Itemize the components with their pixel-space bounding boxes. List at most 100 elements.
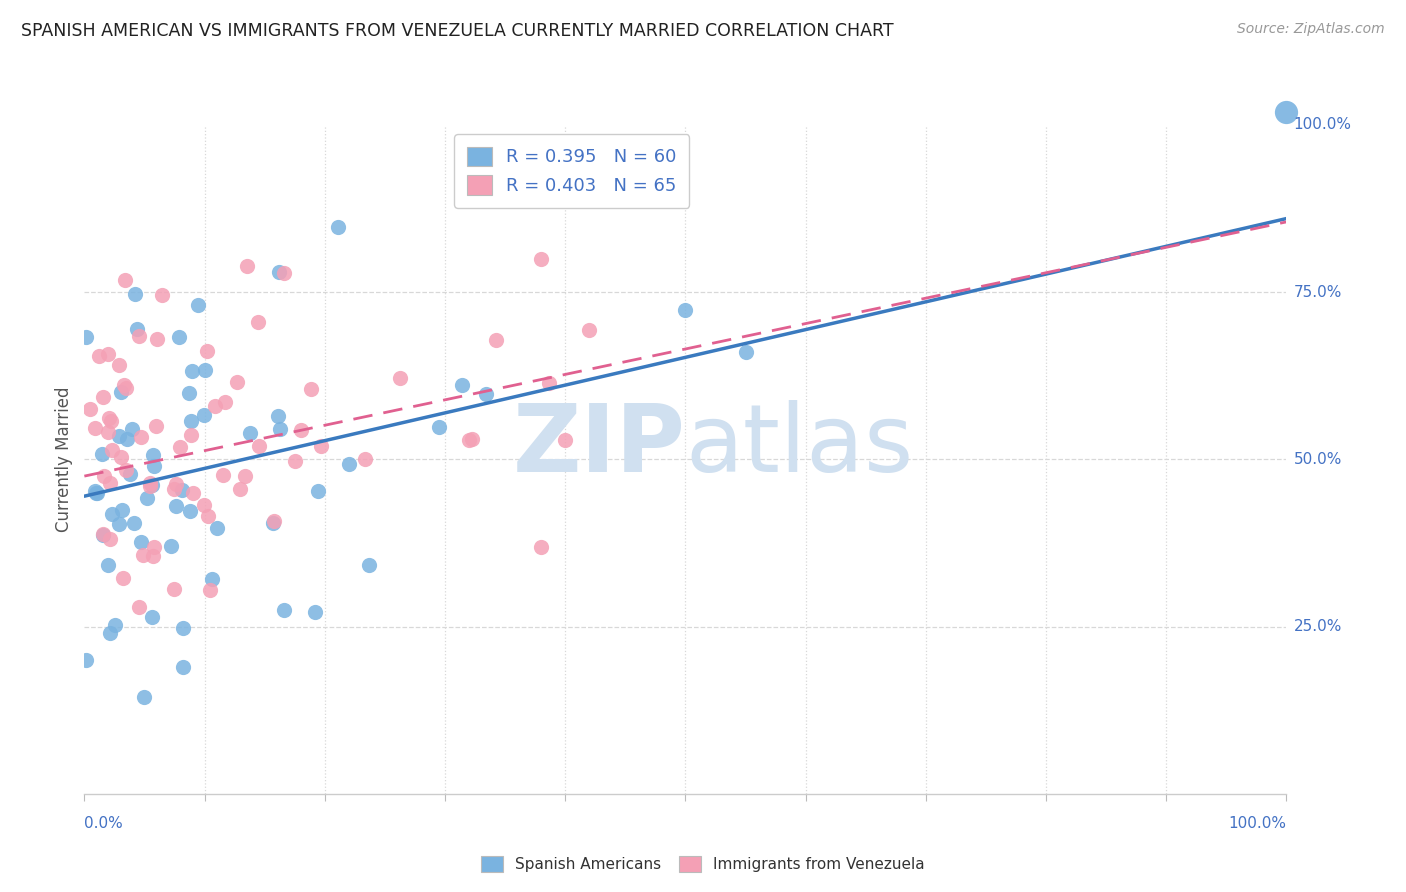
Point: [180, 414, 202, 428]
Point: [97, 425, 120, 439]
Point: [141, 477, 163, 491]
Point: [193, 409, 215, 423]
Point: [193, 498, 215, 512]
Point: [100, 415, 122, 429]
Point: [283, 453, 305, 467]
Point: [129, 534, 152, 549]
Point: [475, 387, 498, 401]
Text: 100.0%: 100.0%: [1294, 118, 1351, 132]
Point: [262, 516, 284, 530]
Point: [269, 265, 291, 279]
Point: [114, 463, 136, 477]
Point: [353, 451, 375, 466]
Point: [132, 548, 155, 562]
Point: [107, 429, 129, 443]
Text: 75.0%: 75.0%: [1294, 285, 1341, 300]
Point: [115, 432, 138, 446]
Point: [98, 533, 121, 547]
Point: [357, 558, 380, 572]
Point: [97, 558, 120, 572]
Point: [205, 520, 228, 534]
Point: [194, 363, 217, 377]
Text: 0.0%: 0.0%: [84, 816, 124, 831]
Point: [214, 394, 236, 409]
Point: [179, 386, 201, 401]
Point: [307, 484, 329, 499]
Point: [197, 509, 219, 524]
Point: [128, 600, 150, 615]
Point: [201, 573, 224, 587]
Point: [100, 442, 122, 457]
Point: [538, 376, 561, 390]
Point: [115, 381, 138, 395]
Point: [461, 432, 484, 446]
Point: [273, 603, 295, 617]
Point: [485, 333, 508, 347]
Point: [138, 476, 160, 491]
Text: atlas: atlas: [686, 400, 914, 492]
Point: [263, 514, 285, 528]
Point: [145, 419, 167, 434]
Point: [211, 467, 233, 482]
Point: [225, 375, 247, 389]
Point: [143, 458, 166, 473]
Point: [112, 378, 135, 392]
Point: [160, 539, 183, 553]
Text: Source: ZipAtlas.com: Source: ZipAtlas.com: [1237, 22, 1385, 37]
Point: [530, 252, 553, 266]
Point: [578, 323, 600, 337]
Text: 100.0%: 100.0%: [1229, 816, 1286, 831]
Point: [389, 371, 412, 385]
Point: [150, 288, 173, 302]
Point: [172, 621, 194, 635]
Point: [167, 330, 190, 344]
Point: [91, 527, 114, 541]
Point: [269, 422, 291, 436]
Point: [110, 385, 132, 400]
Point: [79, 402, 101, 417]
Point: [299, 382, 322, 396]
Point: [146, 332, 169, 346]
Point: [170, 483, 193, 498]
Point: [111, 571, 134, 585]
Point: [166, 477, 188, 491]
Point: [233, 468, 256, 483]
Point: [83, 483, 105, 498]
Legend: Spanish Americans, Immigrants from Venezuela: Spanish Americans, Immigrants from Venez…: [474, 848, 932, 880]
Y-axis label: Currently Married: Currently Married: [55, 386, 73, 533]
Text: SPANISH AMERICAN VS IMMIGRANTS FROM VENEZUELA CURRENTLY MARRIED CORRELATION CHAR: SPANISH AMERICAN VS IMMIGRANTS FROM VENE…: [21, 22, 894, 40]
Point: [122, 516, 145, 530]
Point: [179, 504, 201, 518]
Point: [163, 483, 186, 497]
Point: [554, 434, 576, 448]
Point: [169, 440, 191, 454]
Point: [141, 609, 163, 624]
Point: [129, 429, 152, 443]
Point: [98, 476, 121, 491]
Point: [311, 439, 333, 453]
Point: [458, 434, 481, 448]
Point: [180, 427, 202, 442]
Point: [247, 439, 270, 453]
Point: [87, 349, 110, 363]
Point: [139, 479, 162, 493]
Point: [124, 287, 146, 301]
Point: [86, 486, 108, 500]
Point: [121, 422, 143, 436]
Point: [111, 503, 134, 517]
Point: [100, 508, 122, 522]
Point: [114, 273, 136, 287]
Point: [1275, 104, 1298, 119]
Point: [98, 626, 121, 640]
Point: [290, 424, 312, 438]
Point: [187, 297, 209, 311]
Text: ZIP: ZIP: [513, 400, 686, 492]
Point: [97, 347, 120, 361]
Point: [337, 457, 360, 471]
Point: [181, 485, 204, 500]
Point: [451, 378, 474, 392]
Point: [110, 450, 132, 465]
Point: [84, 420, 107, 434]
Point: [134, 690, 156, 704]
Point: [172, 660, 194, 674]
